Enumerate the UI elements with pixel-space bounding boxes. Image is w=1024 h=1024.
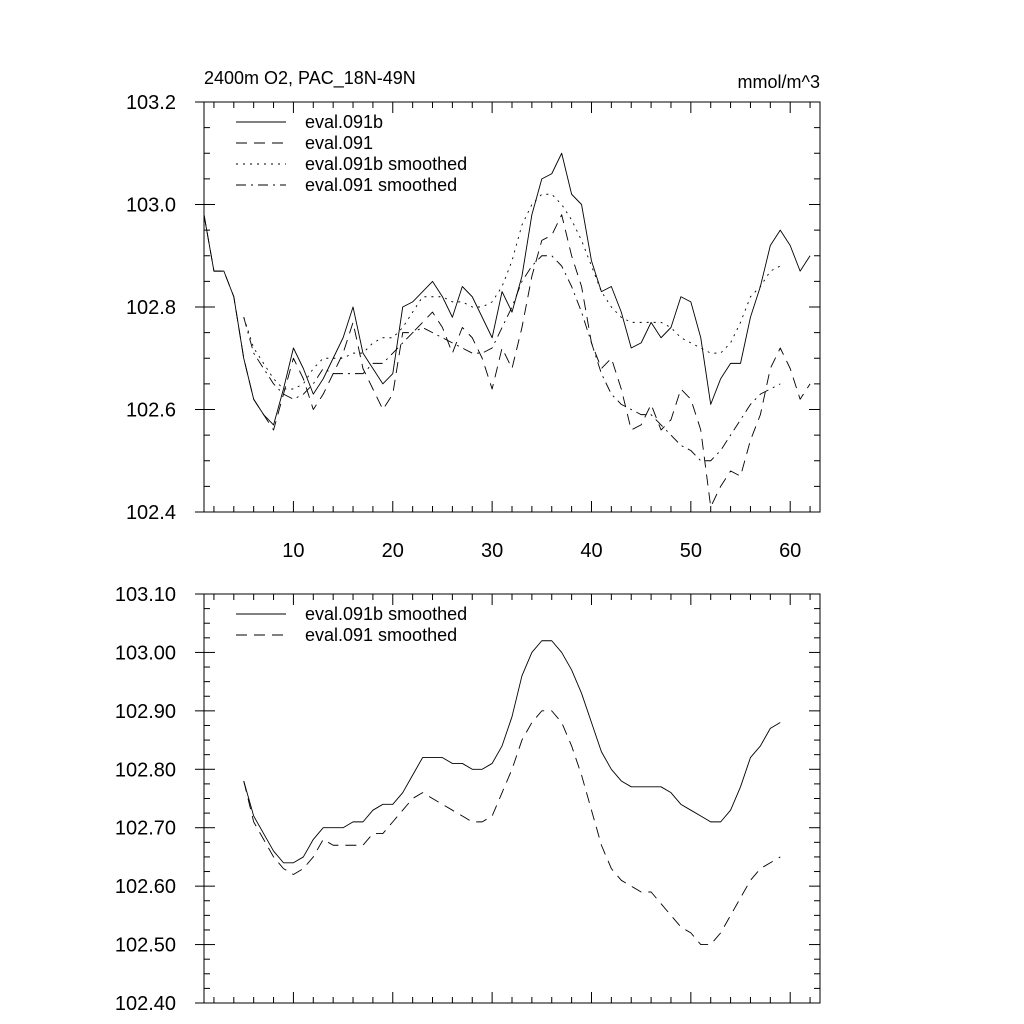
series-line-eval-091-smoothed	[243, 255, 781, 462]
y-tick-label: 102.8	[126, 297, 176, 319]
y-tick-label: 102.80	[115, 759, 176, 781]
y-tick-label: 103.00	[115, 642, 176, 664]
units-label: mmol/m^3	[738, 72, 820, 92]
y-tick-label: 102.60	[115, 876, 176, 898]
y-tick-label: 102.50	[115, 935, 176, 957]
top-panel: 10 20 30 40 50 60 102.4 102.6 102.8 103.0 103.2 240…	[126, 68, 821, 562]
series-line-eval-091b-smoothed	[243, 640, 781, 864]
x-tick-label: 40	[580, 540, 602, 562]
y-tick-label: 103.10	[115, 584, 176, 606]
series-line-eval-091-smoothed	[243, 710, 781, 946]
y-tick-label: 102.6	[126, 400, 176, 422]
legend-label: eval.091b	[305, 112, 383, 132]
y-tick-label: 103.2	[126, 92, 176, 114]
series-line-eval-091	[203, 214, 811, 508]
y-tick-label: 102.40	[115, 993, 176, 1015]
legend-label: eval.091b smoothed	[305, 154, 467, 174]
y-tick-label: 102.90	[115, 701, 176, 723]
legend-label: eval.091 smoothed	[305, 175, 457, 195]
y-tick-label: 102.70	[115, 818, 176, 840]
legend-label: eval.091b smoothed	[305, 604, 467, 624]
x-tick-label: 30	[481, 540, 503, 562]
chart-title: 2400m O2, PAC_18N-49N	[204, 68, 416, 89]
legend-label: eval.091	[305, 133, 373, 153]
series-line-eval-091b	[203, 152, 811, 426]
x-tick-label: 50	[680, 540, 702, 562]
series-line-eval-091b-smoothed	[243, 193, 781, 390]
x-tick-label: 20	[382, 540, 404, 562]
x-tick-label: 10	[282, 540, 304, 562]
plot-frame	[203, 593, 821, 1004]
y-tick-label: 102.4	[126, 502, 176, 524]
x-tick-label: 60	[779, 540, 801, 562]
legend-label: eval.091 smoothed	[305, 625, 457, 645]
y-tick-label: 103.0	[126, 195, 176, 217]
bottom-panel: 102030405060102.40102.50102.60102.70102.…	[115, 584, 821, 1015]
plot-frame	[203, 101, 821, 513]
